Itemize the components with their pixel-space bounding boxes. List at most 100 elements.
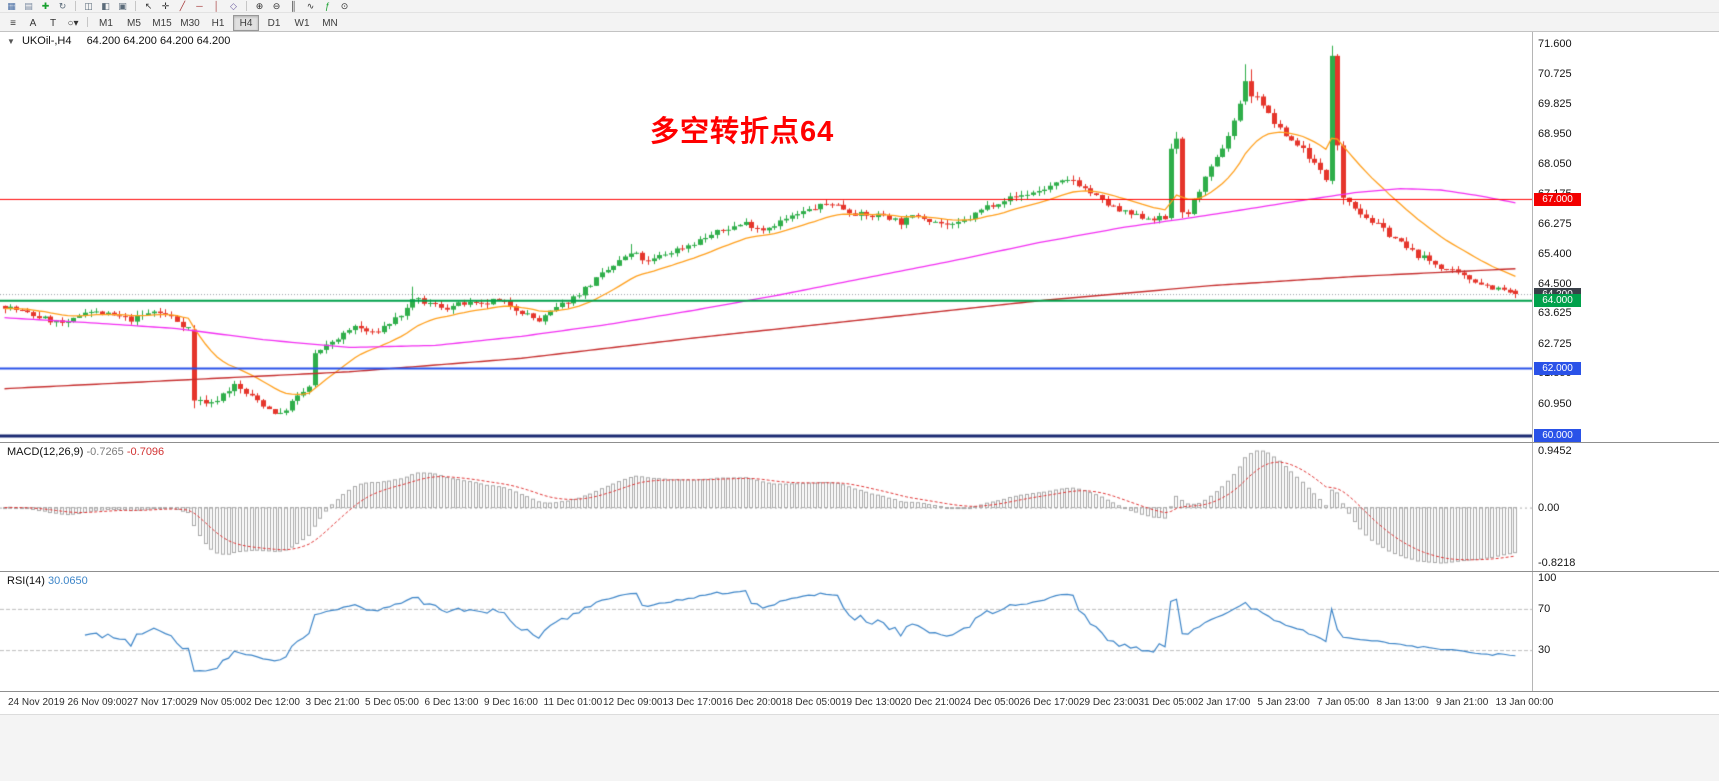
horizontal-line-icon[interactable]: ─ [196, 0, 203, 11]
text-tool[interactable]: T [49, 18, 57, 29]
timeframe-m30[interactable]: M30 [180, 18, 200, 29]
indicators-icon[interactable]: ƒ [324, 0, 330, 11]
zoom-out-icon[interactable]: ⊖ [272, 0, 281, 11]
timeframe-m1[interactable]: M1 [99, 18, 113, 29]
toolbar-separator [75, 1, 76, 11]
time-axis-label: 12 Dec 09:00 [603, 697, 663, 708]
shapes-dropdown-tool[interactable]: ○▾ [67, 18, 79, 29]
symbol-label: UKOil-,H4 [21, 35, 72, 47]
timeframe-m15[interactable]: M15 [152, 18, 172, 29]
chart-ohlc-header: ▼ UKOil-,H4 64.200 64.200 64.200 64.200 [7, 35, 230, 47]
chart-annotation-text: 多空转折点64 [650, 116, 835, 148]
price-chart-canvas[interactable] [0, 32, 1532, 442]
rsi-panel: RSI(14) 30.0650 100 70 30 [0, 572, 1719, 692]
timeframe-d1[interactable]: D1 [267, 18, 281, 29]
text-annotation-tool[interactable]: A [29, 18, 37, 29]
time-axis-label: 6 Dec 13:00 [424, 697, 479, 708]
time-axis-label: 9 Jan 21:00 [1436, 697, 1489, 708]
rsi-title: RSI(14) [7, 575, 45, 587]
time-axis-label: 26 Dec 17:00 [1019, 697, 1080, 708]
new-order-icon[interactable]: ✚ [41, 0, 50, 11]
time-axis-label: 3 Dec 21:00 [305, 697, 360, 708]
price-tag-67.000: 67.000 [1534, 192, 1581, 206]
timeframe-mn[interactable]: MN [322, 18, 338, 29]
trendline-icon[interactable]: ╱ [179, 0, 186, 11]
macd-scale[interactable]: 0.9452 0.00 -0.8218 [1532, 443, 1719, 571]
time-axis-label: 13 Dec 17:00 [662, 697, 723, 708]
time-axis-label: 9 Dec 16:00 [484, 697, 538, 708]
price-tag-60.000: 60.000 [1534, 429, 1581, 442]
time-axis-label: 19 Dec 13:00 [841, 697, 901, 708]
refresh-icon[interactable]: ↻ [58, 0, 67, 11]
time-axis-label: 31 Dec 05:00 [1138, 697, 1199, 708]
macd-main-value: -0.7265 [86, 446, 124, 458]
crosshair-icon[interactable]: ✛ [161, 0, 170, 11]
cursor-icon[interactable]: ↖ [144, 0, 153, 11]
line-chart-icon[interactable]: ∿ [306, 0, 315, 11]
price-scale-label: 65.400 [1538, 247, 1572, 260]
timeframe-h1[interactable]: H1 [211, 18, 225, 29]
time-axis-label: 7 Jan 05:00 [1317, 697, 1370, 708]
vertical-line-icon[interactable]: │ [213, 0, 220, 11]
zoom-in-icon[interactable]: ⊕ [255, 0, 264, 11]
ohlc-values: 64.200 64.200 64.200 64.200 [86, 35, 231, 47]
price-tag-64.000: 64.000 [1534, 294, 1581, 308]
time-axis-label: 24 Dec 05:00 [960, 697, 1020, 708]
rsi-scale-70: 70 [1538, 602, 1551, 615]
macd-panel: MACD(12,26,9) -0.7265 -0.7096 0.9452 0.0… [0, 443, 1719, 572]
rsi-scale-30: 30 [1538, 644, 1551, 657]
rsi-scale[interactable]: 100 70 30 [1532, 572, 1719, 691]
time-axis-label: 11 Dec 01:00 [543, 697, 603, 708]
clock-icon[interactable]: ⊙ [340, 0, 349, 11]
toolbar-timeframes: M1 M5 M15 M30 H1 H4 D1 W1 MN [92, 13, 344, 31]
timeframe-w1[interactable]: W1 [294, 18, 310, 29]
price-tag-62.000: 62.000 [1534, 361, 1581, 375]
toolbar-separator [87, 17, 88, 27]
macd-scale-zero: 0.00 [1538, 501, 1560, 514]
price-scale-label: 66.275 [1538, 217, 1572, 230]
price-scale[interactable]: 71.60070.72569.82568.95068.05067.17566.2… [1532, 32, 1719, 442]
toolbar-separator [246, 1, 247, 11]
time-axis-label: 5 Jan 23:00 [1257, 697, 1310, 708]
time-axis-label: 27 Nov 17:00 [127, 697, 187, 708]
time-axis-label: 29 Nov 05:00 [186, 697, 247, 708]
chevron-down-icon[interactable]: ▼ [7, 37, 15, 46]
timeframe-m5[interactable]: M5 [127, 18, 141, 29]
price-scale-label: 68.950 [1538, 127, 1572, 140]
time-axis-label: 18 Dec 05:00 [781, 697, 842, 708]
time-axis-label: 13 Jan 00:00 [1495, 697, 1554, 708]
time-axis[interactable]: 24 Nov 2019 26 Nov 09:00 27 Nov 17:00 29 No… [0, 692, 1719, 714]
main-chart-panel: ▼ UKOil-,H4 64.200 64.200 64.200 64.200 … [0, 32, 1719, 443]
price-scale-label: 68.050 [1538, 157, 1572, 170]
terminal-icon[interactable]: ▣ [118, 0, 127, 11]
market-watch-icon[interactable]: ◫ [84, 0, 93, 11]
bottom-empty-area [0, 714, 1719, 781]
time-axis-label: 26 Nov 09:00 [67, 697, 128, 708]
rsi-canvas[interactable] [0, 572, 1532, 691]
price-scale-label: 69.825 [1538, 97, 1572, 110]
rsi-label: RSI(14) 30.0650 [7, 575, 88, 587]
price-scale-label: 71.600 [1538, 38, 1572, 50]
toolbar-secondary: ≡ A T ○▾ M1 M5 M15 M30 H1 H4 D1 W1 MN [0, 13, 1719, 32]
timeframe-h4[interactable]: H4 [233, 15, 259, 31]
macd-signal-value: -0.7096 [126, 446, 165, 458]
time-axis-label: 2 Jan 17:00 [1198, 697, 1251, 708]
time-axis-label: 20 Dec 21:00 [900, 697, 961, 708]
time-axis-label: 2 Dec 12:00 [246, 697, 300, 708]
shapes-icon[interactable]: ◇ [230, 0, 237, 11]
chart-profiles-icon[interactable]: ▤ [24, 0, 33, 11]
toolbar-main: ▦ ▤ ✚ ↻ ◫ ◧ ▣ ↖ ✛ ╱ ─ │ ◇ ⊕ ⊖ ║ ∿ ƒ ⊙ [0, 0, 1719, 13]
new-chart-icon[interactable]: ▦ [7, 0, 16, 11]
price-scale-label: 63.625 [1538, 307, 1572, 320]
price-scale-label: 70.725 [1538, 67, 1572, 80]
macd-scale-max: 0.9452 [1538, 445, 1572, 457]
time-axis-label: 8 Jan 13:00 [1376, 697, 1429, 708]
toolbar-tools: ≡ A T ○▾ [3, 13, 83, 31]
polyline-tool[interactable]: ≡ [10, 18, 16, 29]
candlestick-chart-icon[interactable]: ║ [290, 0, 297, 11]
navigator-icon[interactable]: ◧ [101, 0, 110, 11]
time-axis-label: 5 Dec 05:00 [365, 697, 419, 708]
toolbar-separator [135, 1, 136, 11]
rsi-value: 30.0650 [47, 575, 88, 587]
macd-canvas[interactable] [0, 443, 1532, 571]
